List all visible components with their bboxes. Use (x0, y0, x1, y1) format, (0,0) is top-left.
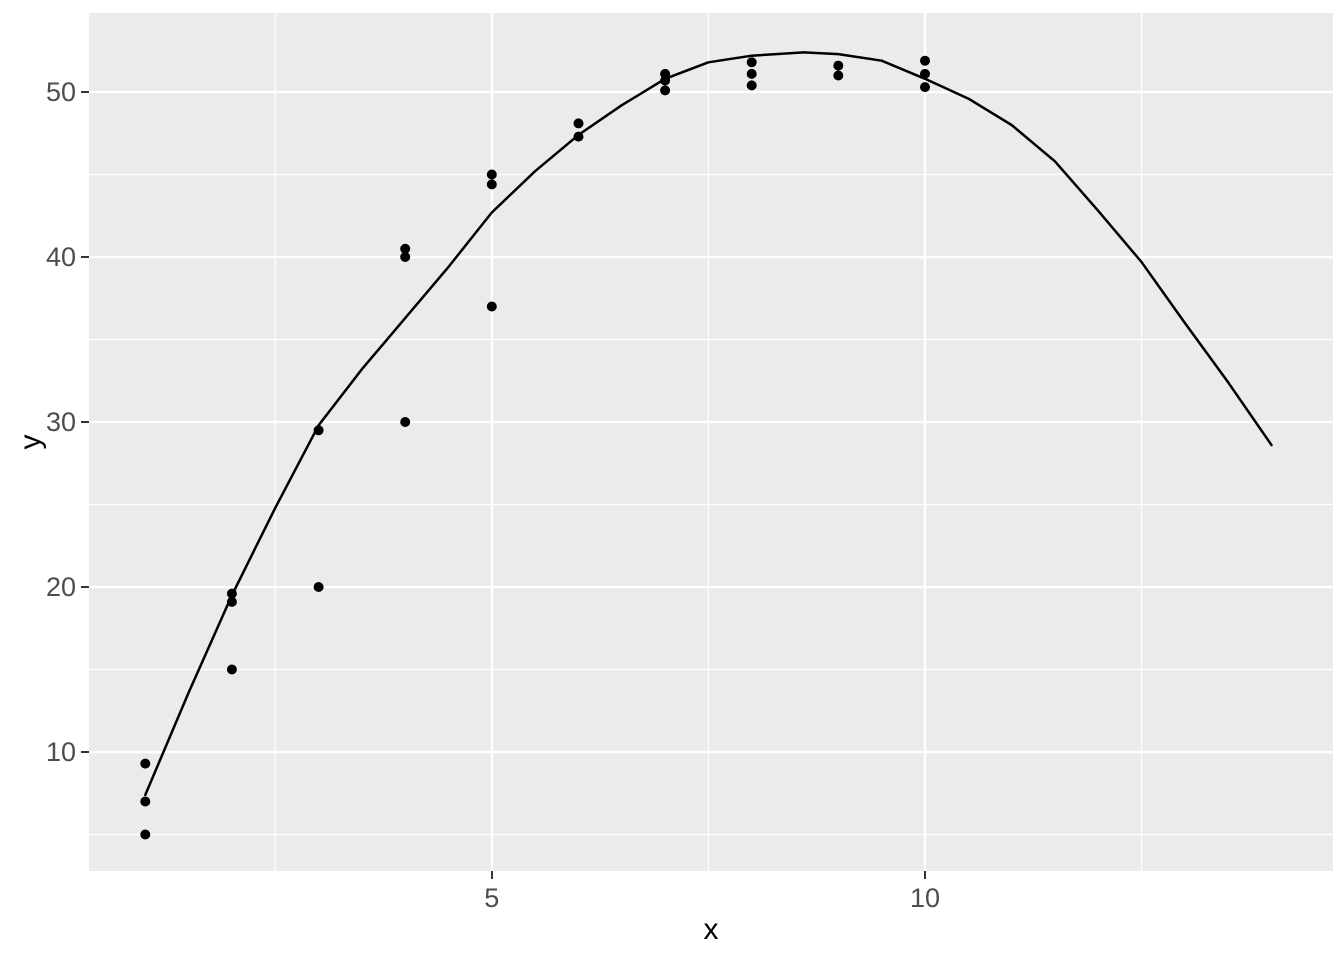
y-tick-label: 40 (45, 242, 76, 273)
y-axis-title: y (14, 434, 47, 450)
x-tick-label: 10 (909, 883, 940, 913)
data-point (486, 301, 497, 312)
y-tick-mark (81, 421, 89, 424)
y-tick-mark (81, 256, 89, 259)
data-point (660, 85, 671, 96)
data-point (486, 169, 497, 180)
y-tick-mark (81, 751, 89, 754)
data-point (226, 588, 237, 599)
x-tick-mark (923, 871, 926, 879)
y-tick-label: 50 (45, 77, 76, 108)
x-tick-mark (490, 871, 493, 879)
data-point (400, 243, 411, 254)
y-tick-label: 20 (45, 572, 76, 603)
smooth-curve (144, 51, 1273, 797)
data-point (313, 582, 324, 592)
panel-background (89, 13, 1333, 871)
data-point (400, 417, 411, 427)
data-point (486, 179, 497, 190)
data-point (313, 425, 324, 436)
data-point (833, 70, 844, 81)
y-tick-label: 30 (45, 407, 76, 438)
chart-canvas (89, 13, 1333, 871)
x-tick-label: 5 (484, 883, 500, 913)
y-tick-label: 10 (45, 737, 76, 768)
data-point (746, 68, 757, 79)
y-tick-mark (81, 91, 89, 94)
y-tick-mark (81, 586, 89, 589)
data-point (833, 60, 844, 71)
data-point (660, 75, 671, 86)
data-point (226, 664, 237, 675)
data-point (746, 57, 757, 68)
x-axis-title: x (703, 913, 719, 946)
plot-panel (89, 13, 1333, 871)
data-point (140, 829, 151, 840)
data-point (400, 252, 411, 262)
data-point (140, 758, 151, 769)
data-point (140, 796, 151, 807)
data-point (226, 596, 237, 607)
data-point (920, 82, 930, 93)
data-point (746, 80, 757, 91)
data-point (573, 118, 584, 129)
data-point (920, 55, 930, 66)
data-point (573, 131, 584, 142)
data-point (920, 68, 930, 79)
